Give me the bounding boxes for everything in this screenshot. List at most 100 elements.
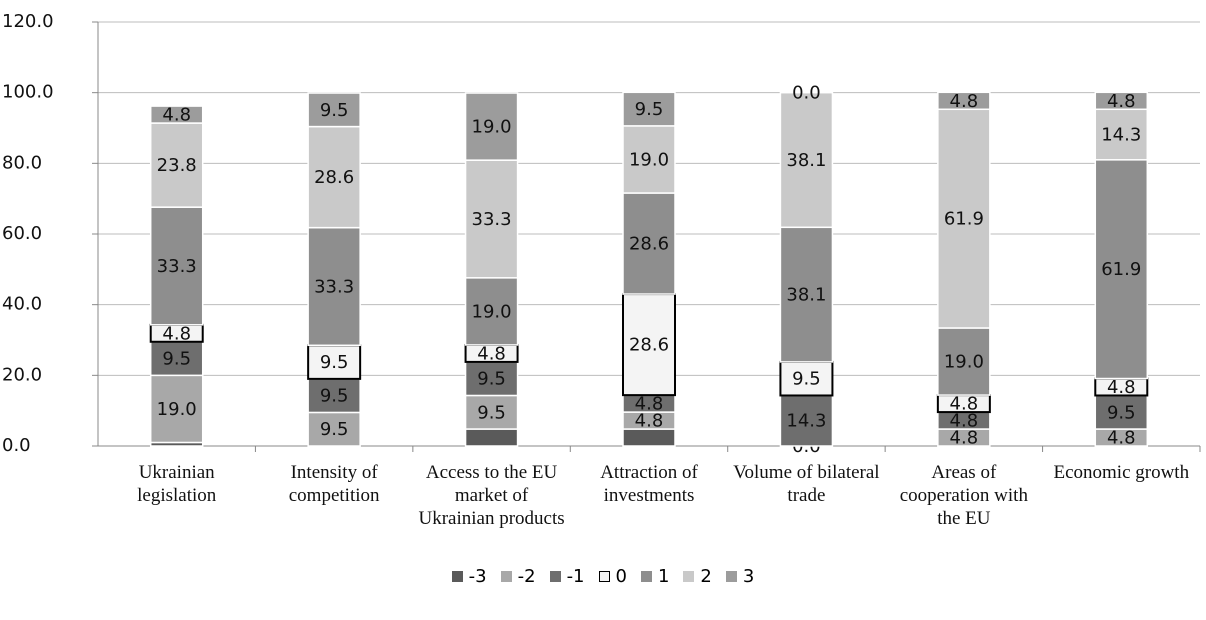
data-label: 9.5 bbox=[162, 349, 191, 370]
bar-segment bbox=[622, 428, 676, 447]
data-label: 23.8 bbox=[157, 155, 197, 176]
bar-segment bbox=[937, 91, 991, 111]
legend: -3 -2 -1 0 1 2 3 bbox=[0, 566, 1206, 587]
y-tick-label: 80.0 bbox=[2, 152, 42, 173]
legend-item: -3 bbox=[451, 566, 487, 587]
data-label: 9.5 bbox=[320, 386, 349, 407]
legend-label: 3 bbox=[742, 566, 755, 587]
bar-segment bbox=[307, 125, 361, 229]
bar-segment bbox=[149, 341, 204, 377]
y-tick-label: 60.0 bbox=[2, 223, 42, 244]
data-label: 14.3 bbox=[1101, 125, 1141, 146]
x-tick-label: Ukrainian legislation bbox=[137, 462, 217, 506]
legend-label: 1 bbox=[657, 566, 670, 587]
legend-label: -3 bbox=[468, 566, 487, 587]
legend-item: 1 bbox=[640, 566, 670, 587]
data-label: 4.8 bbox=[950, 91, 979, 112]
legend-label: 2 bbox=[700, 566, 712, 587]
data-label: 19.0 bbox=[629, 149, 669, 170]
data-label: 4.8 bbox=[162, 323, 191, 344]
bar-segment bbox=[149, 206, 204, 326]
legend-label: 0 bbox=[615, 566, 627, 587]
data-label: 9.5 bbox=[792, 369, 821, 390]
x-tick-label: Economic growth bbox=[1053, 462, 1190, 483]
data-label: 19.0 bbox=[944, 352, 984, 373]
x-tick-label: Areas of cooperation with the EU bbox=[899, 462, 1028, 529]
data-label: 4.8 bbox=[635, 411, 664, 432]
data-label: 61.9 bbox=[1101, 259, 1141, 280]
data-label: 28.6 bbox=[629, 234, 669, 255]
data-label: 9.5 bbox=[320, 100, 349, 121]
data-label: 38.1 bbox=[786, 285, 826, 306]
data-label: 4.8 bbox=[950, 428, 979, 449]
legend-swatch bbox=[598, 571, 610, 582]
data-label: 4.8 bbox=[1107, 91, 1136, 112]
y-tick-label: 120.0 bbox=[2, 11, 54, 32]
legend-swatch bbox=[725, 571, 737, 582]
bar-segment bbox=[937, 327, 991, 396]
bar-segment bbox=[149, 105, 204, 124]
x-tick-label: Access to the EU market of Ukrainian pro… bbox=[418, 462, 565, 529]
data-label: 9.5 bbox=[320, 352, 349, 373]
bar-segment bbox=[1094, 159, 1149, 380]
y-tick-label: 0.0 bbox=[2, 435, 31, 456]
bar-segment bbox=[307, 411, 361, 447]
bar-segment bbox=[307, 344, 362, 380]
bar-segment bbox=[1094, 108, 1149, 161]
data-label: 38.1 bbox=[786, 150, 826, 171]
legend-swatch bbox=[500, 571, 512, 582]
data-label: 9.5 bbox=[477, 369, 506, 390]
legend-swatch bbox=[683, 571, 695, 582]
x-tick-label: Volume of bilateral trade bbox=[733, 462, 880, 506]
data-label: 9.5 bbox=[477, 402, 506, 423]
data-label: 33.3 bbox=[472, 209, 512, 230]
legend-label: -2 bbox=[517, 566, 536, 587]
data-label: 4.8 bbox=[162, 105, 191, 126]
data-label: 4.8 bbox=[477, 343, 506, 364]
legend-label: -1 bbox=[566, 566, 585, 587]
bar-segment bbox=[622, 192, 676, 295]
data-label: 4.8 bbox=[1107, 428, 1136, 449]
legend-item: -1 bbox=[549, 566, 585, 587]
bar-segment bbox=[464, 159, 519, 279]
legend-item: 3 bbox=[725, 566, 755, 587]
legend-item: 0 bbox=[598, 566, 627, 587]
bar-segment bbox=[307, 92, 361, 128]
bar-segment bbox=[464, 92, 519, 161]
legend-swatch bbox=[451, 571, 463, 582]
data-label: 9.5 bbox=[635, 99, 664, 120]
y-tick-label: 100.0 bbox=[2, 82, 54, 103]
bar-segment bbox=[149, 374, 204, 444]
data-label: 4.8 bbox=[635, 394, 664, 415]
data-label: 33.3 bbox=[157, 256, 197, 277]
data-label: 14.3 bbox=[786, 411, 826, 432]
data-label: 0.0 bbox=[792, 83, 821, 104]
legend-swatch bbox=[549, 571, 561, 582]
data-label: 19.0 bbox=[472, 301, 512, 322]
data-label: 4.8 bbox=[1107, 377, 1136, 398]
bar-segment bbox=[1094, 394, 1149, 430]
x-tick-label: Attraction of investments bbox=[600, 462, 698, 506]
data-label: 28.6 bbox=[629, 335, 669, 356]
data-label: 33.3 bbox=[314, 276, 354, 297]
data-label: 61.9 bbox=[944, 209, 984, 230]
data-label: 28.6 bbox=[314, 167, 354, 188]
legend-item: 2 bbox=[683, 566, 712, 587]
bar-segment bbox=[622, 91, 676, 127]
data-label: 4.8 bbox=[950, 411, 979, 432]
bar-segment bbox=[149, 122, 204, 208]
bar-segment bbox=[464, 277, 519, 346]
y-tick-label: 40.0 bbox=[2, 294, 42, 315]
data-label: 9.5 bbox=[1107, 402, 1136, 423]
y-tick-label: 20.0 bbox=[2, 364, 42, 385]
bar-segment bbox=[464, 428, 519, 447]
legend-item: -2 bbox=[500, 566, 536, 587]
data-label: 19.0 bbox=[157, 399, 197, 420]
bar-segment bbox=[1094, 91, 1149, 111]
bar-segment bbox=[779, 360, 834, 397]
data-label: 19.0 bbox=[472, 117, 512, 138]
bar-segment bbox=[307, 226, 361, 347]
legend-swatch bbox=[640, 571, 652, 582]
